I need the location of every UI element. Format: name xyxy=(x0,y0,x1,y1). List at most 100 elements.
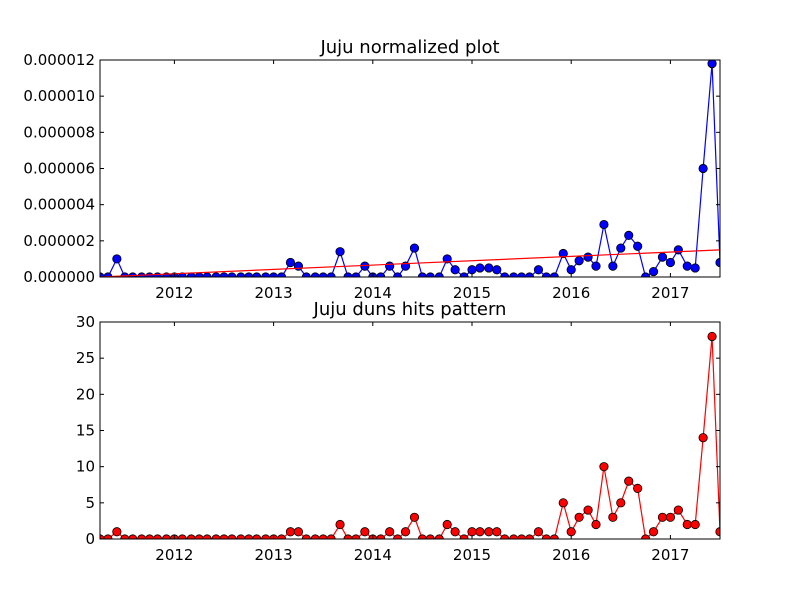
hits-series-0-line xyxy=(100,336,720,539)
normalized-data-point xyxy=(673,245,683,255)
normalized-x-tick-label: 2017 xyxy=(651,284,689,302)
hits-data-point xyxy=(293,527,303,537)
normalized-data-point xyxy=(574,256,584,266)
normalized-data-point xyxy=(558,248,568,259)
normalized-data-point xyxy=(467,265,477,275)
normalized-data-point xyxy=(409,243,420,253)
normalized-data-point xyxy=(690,263,700,273)
normalized-x-tick-label: 2012 xyxy=(155,284,193,302)
hits-data-point xyxy=(484,527,494,537)
hits-data-point xyxy=(360,527,370,537)
normalized-data-point xyxy=(648,266,659,277)
hits-y-tick-label: 5 xyxy=(85,494,95,512)
hits-data-point xyxy=(574,512,584,522)
hits-data-point xyxy=(616,498,626,508)
normalized-series-0-line xyxy=(100,63,720,277)
normalized-x-tick-label: 2013 xyxy=(255,284,293,302)
normalized-data-point xyxy=(633,241,643,251)
normalized-data-point xyxy=(616,243,626,253)
normalized-data-point xyxy=(285,257,296,268)
hits-data-point xyxy=(633,483,643,493)
normalized-data-point xyxy=(624,230,634,241)
hits-data-point xyxy=(112,527,122,537)
normalized-data-point xyxy=(583,252,593,262)
hits-data-point xyxy=(608,512,618,522)
hits-data-point xyxy=(690,519,700,530)
normalized-y-tick-label: 0.000012 xyxy=(23,51,95,69)
hits-y-tick-label: 30 xyxy=(76,313,95,331)
hits-pattern-panel: Juju duns hits pattern 2012 2013 2014 2015 2… xyxy=(76,299,721,564)
normalized-x-tick-label: 2015 xyxy=(453,284,491,302)
normalized-series-1-line xyxy=(100,249,720,277)
normalized-data-point xyxy=(450,265,460,275)
normalized-data-point xyxy=(385,261,395,271)
hits-data-point xyxy=(385,527,395,537)
normalized-x-tick-label: 2014 xyxy=(354,284,392,302)
hits-y-tick-label: 25 xyxy=(76,349,95,367)
normalized-data-point xyxy=(707,60,717,69)
hits-data-point xyxy=(566,527,576,537)
hits-data-point xyxy=(682,519,692,530)
normalized-data-point xyxy=(442,254,452,264)
hits-data-point xyxy=(599,462,609,472)
normalized-x-tick-label: 2016 xyxy=(552,284,590,302)
hits-data-point xyxy=(673,505,683,515)
normalized-data-point xyxy=(492,265,502,275)
hits-x-tick-label: 2014 xyxy=(354,546,392,564)
normalized-data-point xyxy=(475,263,485,273)
hits-data-point xyxy=(285,527,296,537)
normalized-y-tick-label: 0.000006 xyxy=(23,160,95,178)
hits-data-point xyxy=(409,512,420,522)
hits-data-point xyxy=(475,527,485,537)
normalized-data-point xyxy=(657,252,668,262)
normalized-data-point xyxy=(665,257,676,268)
normalized-data-point xyxy=(599,219,609,230)
hits-data-point xyxy=(442,519,452,530)
hits-data-point xyxy=(467,527,477,537)
normalized-data-point xyxy=(293,261,303,271)
normalized-y-tick-label: 0.000010 xyxy=(23,87,95,105)
hits-data-point xyxy=(648,527,659,537)
normalized-data-point xyxy=(698,163,708,174)
normalized-y-tick-label: 0.000002 xyxy=(23,232,95,250)
normalized-plot-panel: Juju normalized plot 2012 2013 2014 2015 201… xyxy=(23,37,721,302)
normalized-data-point xyxy=(533,265,544,275)
normalized-data-point xyxy=(608,261,618,271)
normalized-data-point xyxy=(112,254,122,264)
hits-y-tick-label: 10 xyxy=(76,458,95,476)
normalized-plot-title: Juju normalized plot xyxy=(319,37,499,58)
hits-data-point xyxy=(450,527,460,537)
hits-data-point xyxy=(698,433,708,443)
hits-data-point xyxy=(707,331,717,342)
hits-x-tick-label: 2017 xyxy=(651,546,689,564)
hits-data-point xyxy=(533,527,544,537)
hits-data-point xyxy=(665,512,676,522)
hits-y-tick-label: 20 xyxy=(76,385,95,403)
normalized-data-point xyxy=(335,247,345,257)
hits-x-tick-label: 2012 xyxy=(155,546,193,564)
hits-data-point xyxy=(400,527,411,537)
hits-data-point xyxy=(335,519,345,530)
hits-data-point xyxy=(657,512,668,522)
hits-x-tick-label: 2013 xyxy=(255,546,293,564)
hits-x-tick-label: 2016 xyxy=(552,546,590,564)
normalized-data-point xyxy=(484,263,494,273)
normalized-y-tick-label: 0.000004 xyxy=(23,196,95,214)
normalized-data-point xyxy=(566,265,576,275)
normalized-data-point xyxy=(591,261,601,271)
hits-data-point xyxy=(583,505,593,515)
normalized-data-point xyxy=(360,261,370,271)
hits-data-point xyxy=(492,527,502,537)
hits-y-tick-label: 15 xyxy=(76,422,95,440)
normalized-y-tick-label: 0.000000 xyxy=(23,268,95,286)
hits-x-tick-label: 2015 xyxy=(453,546,491,564)
hits-pattern-title: Juju duns hits pattern xyxy=(313,299,507,320)
hits-y-tick-label: 0 xyxy=(85,530,95,548)
hits-data-point xyxy=(591,519,601,530)
hits-data-point xyxy=(624,476,634,486)
normalized-y-tick-label: 0.000008 xyxy=(23,123,95,141)
hits-data-point xyxy=(558,498,568,508)
normalized-data-point xyxy=(682,261,692,271)
